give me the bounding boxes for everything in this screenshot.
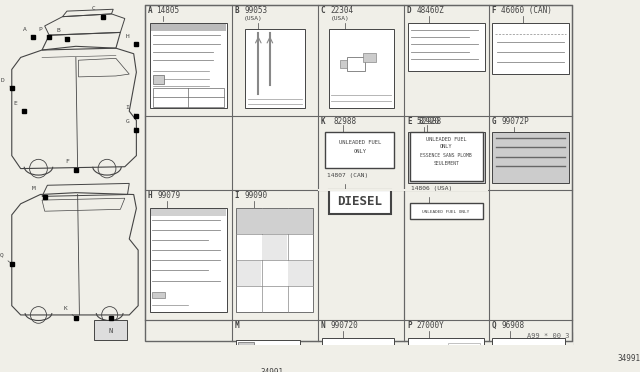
Text: 14805: 14805 <box>156 6 179 15</box>
Bar <box>492 132 569 183</box>
Text: ONLY: ONLY <box>353 149 366 154</box>
Text: 46060 (CAN): 46060 (CAN) <box>501 6 552 15</box>
Text: N: N <box>321 321 325 330</box>
Text: H: H <box>148 191 152 200</box>
Text: K: K <box>321 117 325 126</box>
Bar <box>150 208 227 312</box>
Text: 82988: 82988 <box>419 117 442 126</box>
Text: (USA): (USA) <box>244 16 263 21</box>
Text: 34991: 34991 <box>261 368 284 372</box>
Bar <box>236 340 300 357</box>
Circle shape <box>590 333 597 341</box>
Text: UNLEADED FUEL: UNLEADED FUEL <box>426 137 467 142</box>
Text: G: G <box>125 119 134 128</box>
Bar <box>154 88 223 106</box>
Bar <box>262 235 287 260</box>
Bar <box>448 343 480 372</box>
Text: B: B <box>234 6 239 15</box>
Text: I: I <box>234 191 239 200</box>
Bar <box>150 23 227 108</box>
Text: I: I <box>125 105 134 114</box>
Text: E: E <box>407 117 412 126</box>
Text: 14806 (USA): 14806 (USA) <box>412 186 452 191</box>
Bar <box>328 190 391 214</box>
Bar <box>578 366 611 372</box>
Text: M: M <box>234 321 239 330</box>
Text: 34991M: 34991M <box>618 354 640 363</box>
Text: F: F <box>65 159 74 168</box>
Text: UNLEADED FUEL ONLY: UNLEADED FUEL ONLY <box>422 210 470 214</box>
Text: ONLY: ONLY <box>440 144 452 149</box>
Text: 990720: 990720 <box>330 321 358 330</box>
Text: A: A <box>22 26 31 35</box>
Bar <box>152 292 165 298</box>
Text: N: N <box>108 328 113 334</box>
Text: 14807 (CAN): 14807 (CAN) <box>327 173 368 178</box>
Text: DIESEL: DIESEL <box>337 195 382 208</box>
Text: (USA): (USA) <box>330 16 349 21</box>
Text: K: K <box>63 306 74 316</box>
Bar <box>145 4 573 341</box>
Text: Q: Q <box>492 321 496 330</box>
Bar <box>492 338 565 372</box>
Text: 48460Z: 48460Z <box>417 6 445 15</box>
Text: G: G <box>492 117 496 126</box>
Bar <box>492 23 569 74</box>
Text: E: E <box>13 101 22 109</box>
Bar <box>93 320 127 340</box>
FancyArrow shape <box>412 155 422 160</box>
Text: B: B <box>56 28 65 37</box>
Text: 52920: 52920 <box>417 117 440 126</box>
Bar <box>408 338 484 372</box>
Text: ESSENCE SANS PLOMB: ESSENCE SANS PLOMB <box>420 154 472 158</box>
Text: A: A <box>148 6 152 15</box>
Text: SEULEMENT: SEULEMENT <box>433 161 459 166</box>
Text: C: C <box>92 6 100 15</box>
Bar <box>410 203 483 219</box>
Bar <box>574 331 614 372</box>
Text: P: P <box>407 321 412 330</box>
Bar <box>236 208 314 312</box>
Bar <box>408 132 485 183</box>
Text: 99053: 99053 <box>244 6 267 15</box>
Text: Q: Q <box>0 253 10 262</box>
Text: 99079: 99079 <box>157 191 181 200</box>
Bar <box>410 132 483 181</box>
Bar <box>154 75 164 84</box>
Text: 99090: 99090 <box>244 191 267 200</box>
Bar <box>237 261 261 286</box>
Bar <box>328 29 394 108</box>
Bar <box>237 209 313 234</box>
Bar <box>325 132 394 168</box>
Bar <box>150 24 227 32</box>
Text: 27000Y: 27000Y <box>417 321 445 330</box>
Text: M: M <box>32 186 43 196</box>
Text: H: H <box>125 34 134 43</box>
Bar <box>364 53 376 62</box>
Text: P: P <box>38 26 47 35</box>
Bar <box>318 189 488 191</box>
Bar <box>150 209 227 216</box>
Text: 99072P: 99072P <box>501 117 529 126</box>
Text: F: F <box>492 6 496 15</box>
Bar <box>348 57 365 71</box>
Bar <box>340 60 348 68</box>
Text: D: D <box>1 77 10 86</box>
Text: UNLEADED FUEL: UNLEADED FUEL <box>339 140 381 145</box>
Bar <box>408 23 485 71</box>
Text: 22304: 22304 <box>330 6 353 15</box>
Bar <box>245 29 305 108</box>
Bar <box>321 338 394 372</box>
Text: 82988: 82988 <box>334 117 357 126</box>
Text: D: D <box>407 6 412 15</box>
Bar <box>238 342 254 355</box>
Text: C: C <box>321 6 325 15</box>
Text: 96908: 96908 <box>501 321 524 330</box>
Text: A99 * 00 3: A99 * 00 3 <box>527 333 570 339</box>
Bar <box>288 261 313 286</box>
